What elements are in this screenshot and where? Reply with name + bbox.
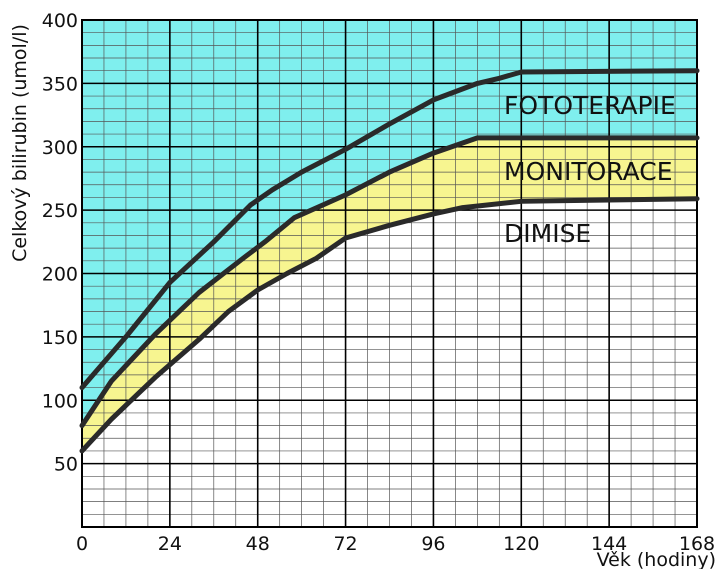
x-tick-label: 0 [76,533,88,555]
curve-fototerapie [79,68,700,391]
x-tick-label: 96 [421,533,445,555]
plot-frame [81,19,698,528]
y-tick-label: 250 [42,200,78,222]
zone-label-dimise: DIMISE [504,219,591,248]
y-tick-label: 50 [54,454,78,476]
y-tick-label: 150 [42,327,78,349]
zone-label-fototerapie: FOTOTERAPIE [504,91,676,120]
x-tick-label: 24 [158,533,182,555]
y-tick-label: 400 [42,10,78,32]
y-tick-label: 300 [42,137,78,159]
curve-monitorace [79,135,700,429]
x-axis-label: Věk (hodiny) [597,549,716,569]
axis-ticks: 0 24 48 72 96 120 144 168 50 100 150 200 250 300 350 40… [42,10,715,555]
y-axis-label: Celkový bilirubin (umol/l) [9,24,31,262]
x-tick-label: 144 [591,533,627,555]
x-tick-label: 168 [679,533,715,555]
zone-label-monitorace: MONITORACE [504,157,673,186]
x-tick-label: 48 [246,533,270,555]
x-tick-label: 120 [503,533,539,555]
y-tick-label: 350 [42,73,78,95]
chart-curves [79,68,700,454]
y-tick-label: 100 [42,390,78,412]
x-tick-label: 72 [333,533,357,555]
y-tick-label: 200 [42,264,78,286]
curve-dimise [79,196,700,454]
major-grid [81,19,698,528]
